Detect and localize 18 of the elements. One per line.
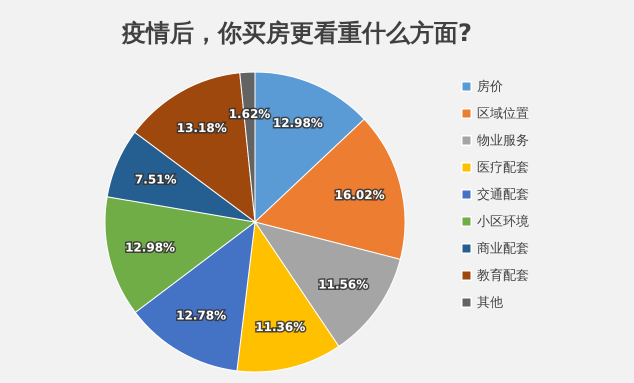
legend-label: 区域位置 xyxy=(477,106,529,122)
legend-label: 房价 xyxy=(477,78,503,94)
legend-label: 小区环境 xyxy=(477,214,529,230)
data-label: 13.18% xyxy=(176,121,227,136)
legend-label: 教育配套 xyxy=(477,268,529,284)
data-label: 12.98% xyxy=(125,240,176,255)
data-label: 12.78% xyxy=(176,308,226,323)
legend-label: 商业配套 xyxy=(477,242,529,256)
data-label: 11.36% xyxy=(255,320,306,334)
legend-label: 医疗配套 xyxy=(477,160,529,176)
data-label: 7.51% xyxy=(134,172,177,186)
legend-label: 物业服务 xyxy=(477,134,529,148)
chart-title: 疫情后，你买房更看重什么方面? xyxy=(121,19,472,47)
data-label: 16.02% xyxy=(334,188,385,202)
legend-label: 其他 xyxy=(477,296,503,310)
legend-label: 交通配套 xyxy=(477,186,529,202)
data-label: 11.56% xyxy=(318,277,368,292)
data-label: 12.98% xyxy=(272,116,323,130)
